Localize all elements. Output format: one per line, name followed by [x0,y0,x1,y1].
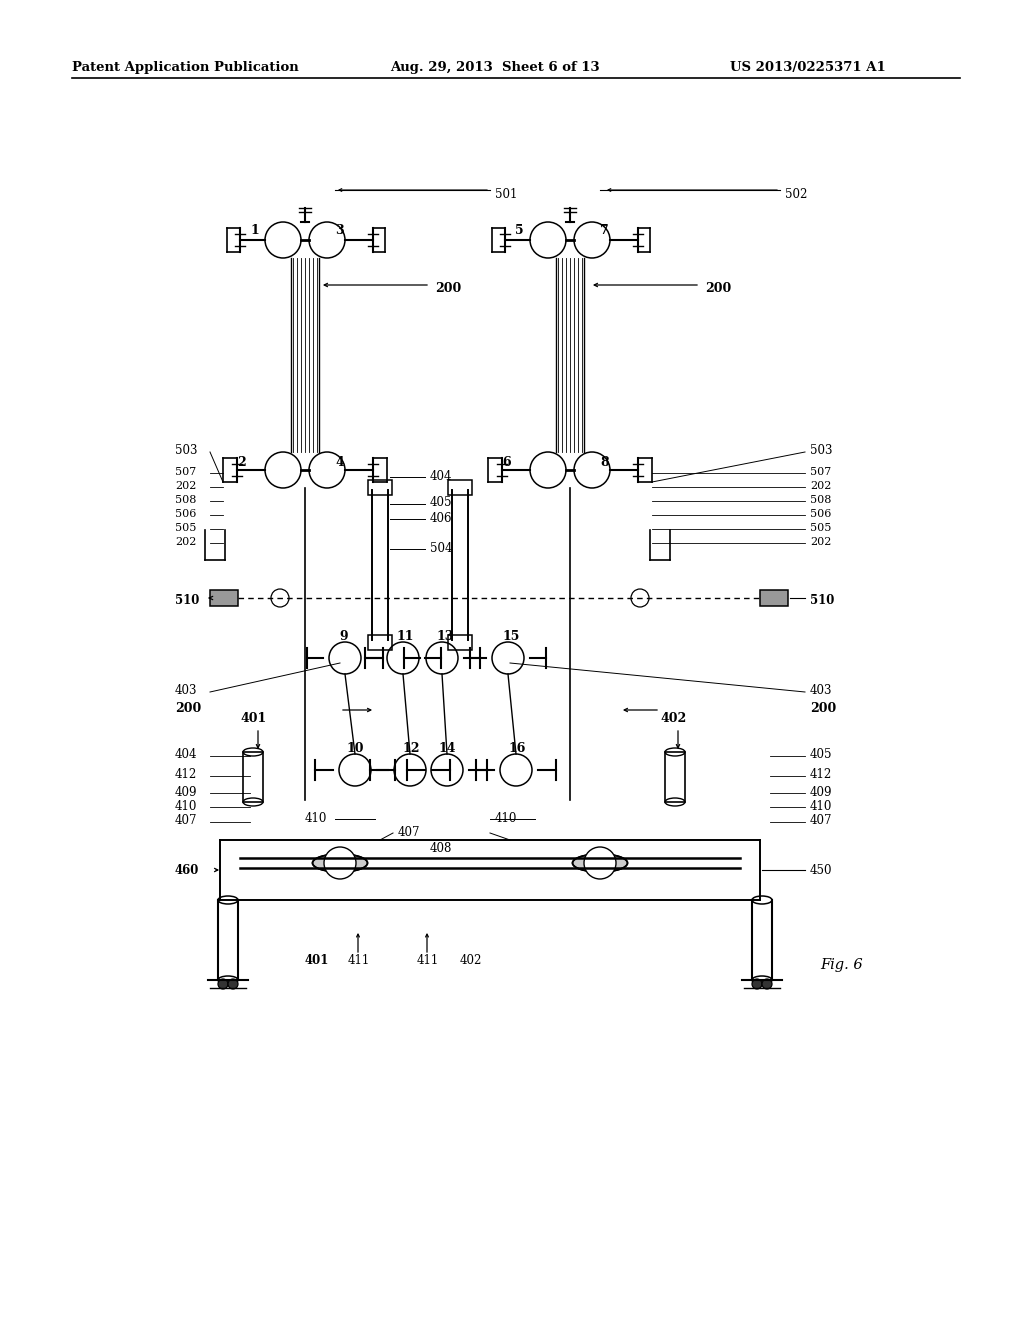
Text: 403: 403 [175,684,198,697]
Text: 403: 403 [810,684,833,697]
Circle shape [228,979,238,989]
Bar [665,752,685,803]
Text: 510: 510 [810,594,835,606]
Text: 14: 14 [439,742,457,755]
Text: 402: 402 [660,711,686,725]
Text: 460: 460 [175,863,200,876]
Text: Patent Application Publication: Patent Application Publication [72,62,299,74]
Text: 200: 200 [435,282,461,296]
Text: 507: 507 [810,467,831,477]
Text: 200: 200 [705,282,731,296]
Text: 404: 404 [430,470,453,483]
Text: Aug. 29, 2013  Sheet 6 of 13: Aug. 29, 2013 Sheet 6 of 13 [390,62,600,74]
Text: 505: 505 [175,523,197,533]
Bar [368,635,392,649]
Text: 450: 450 [810,863,833,876]
Text: 405: 405 [810,748,833,762]
Text: 401: 401 [240,711,266,725]
Bar [243,752,263,803]
Text: 410: 410 [305,812,328,825]
Text: 16: 16 [508,742,525,755]
Circle shape [584,847,616,879]
Text: 412: 412 [175,768,198,781]
Text: 200: 200 [810,701,837,714]
Text: 4: 4 [335,455,344,469]
Text: 412: 412 [810,768,833,781]
Text: 408: 408 [430,842,453,854]
Text: 410: 410 [495,812,517,825]
Text: 506: 506 [175,510,197,519]
Text: 402: 402 [460,953,482,966]
Text: 407: 407 [398,825,421,838]
Text: 504: 504 [430,541,453,554]
Bar [449,635,472,649]
Text: 508: 508 [810,495,831,506]
Text: 407: 407 [810,814,833,828]
Bar [760,590,788,606]
Circle shape [218,979,228,989]
Text: 409: 409 [810,785,833,799]
Text: 407: 407 [175,814,198,828]
Text: 411: 411 [417,953,439,966]
Text: 5: 5 [515,223,523,236]
Text: 507: 507 [175,467,197,477]
Text: 510: 510 [175,594,200,606]
Text: 7: 7 [600,223,608,236]
Text: 9: 9 [339,630,347,643]
Bar [368,480,392,495]
Text: 2: 2 [237,455,246,469]
Text: 409: 409 [175,785,198,799]
Text: 410: 410 [175,800,198,813]
Text: 202: 202 [175,537,197,546]
Text: 506: 506 [810,510,831,519]
Circle shape [324,847,356,879]
Text: 202: 202 [810,480,831,491]
Text: 202: 202 [810,537,831,546]
Text: 15: 15 [502,630,519,643]
Text: 6: 6 [502,455,511,469]
Text: 401: 401 [305,953,330,966]
Text: 12: 12 [402,742,420,755]
Text: 503: 503 [175,444,198,457]
Text: 410: 410 [810,800,833,813]
Text: 505: 505 [810,523,831,533]
Text: 406: 406 [430,511,453,524]
Text: 501: 501 [495,187,517,201]
Text: 10: 10 [347,742,365,755]
Text: 200: 200 [175,701,202,714]
Text: 13: 13 [436,630,454,643]
Text: 405: 405 [430,496,453,510]
Text: Fig. 6: Fig. 6 [820,958,862,972]
Text: 503: 503 [810,444,833,457]
Text: 508: 508 [175,495,197,506]
Text: 3: 3 [335,223,344,236]
Circle shape [752,979,762,989]
Text: 11: 11 [397,630,415,643]
Text: 411: 411 [348,953,371,966]
Text: 1: 1 [250,223,259,236]
Bar [210,590,238,606]
Text: US 2013/0225371 A1: US 2013/0225371 A1 [730,62,886,74]
Text: 8: 8 [600,455,608,469]
Ellipse shape [312,854,368,873]
Text: 404: 404 [175,748,198,762]
Ellipse shape [572,854,628,873]
Bar [449,480,472,495]
Text: 502: 502 [785,187,807,201]
Text: 202: 202 [175,480,197,491]
Circle shape [762,979,772,989]
